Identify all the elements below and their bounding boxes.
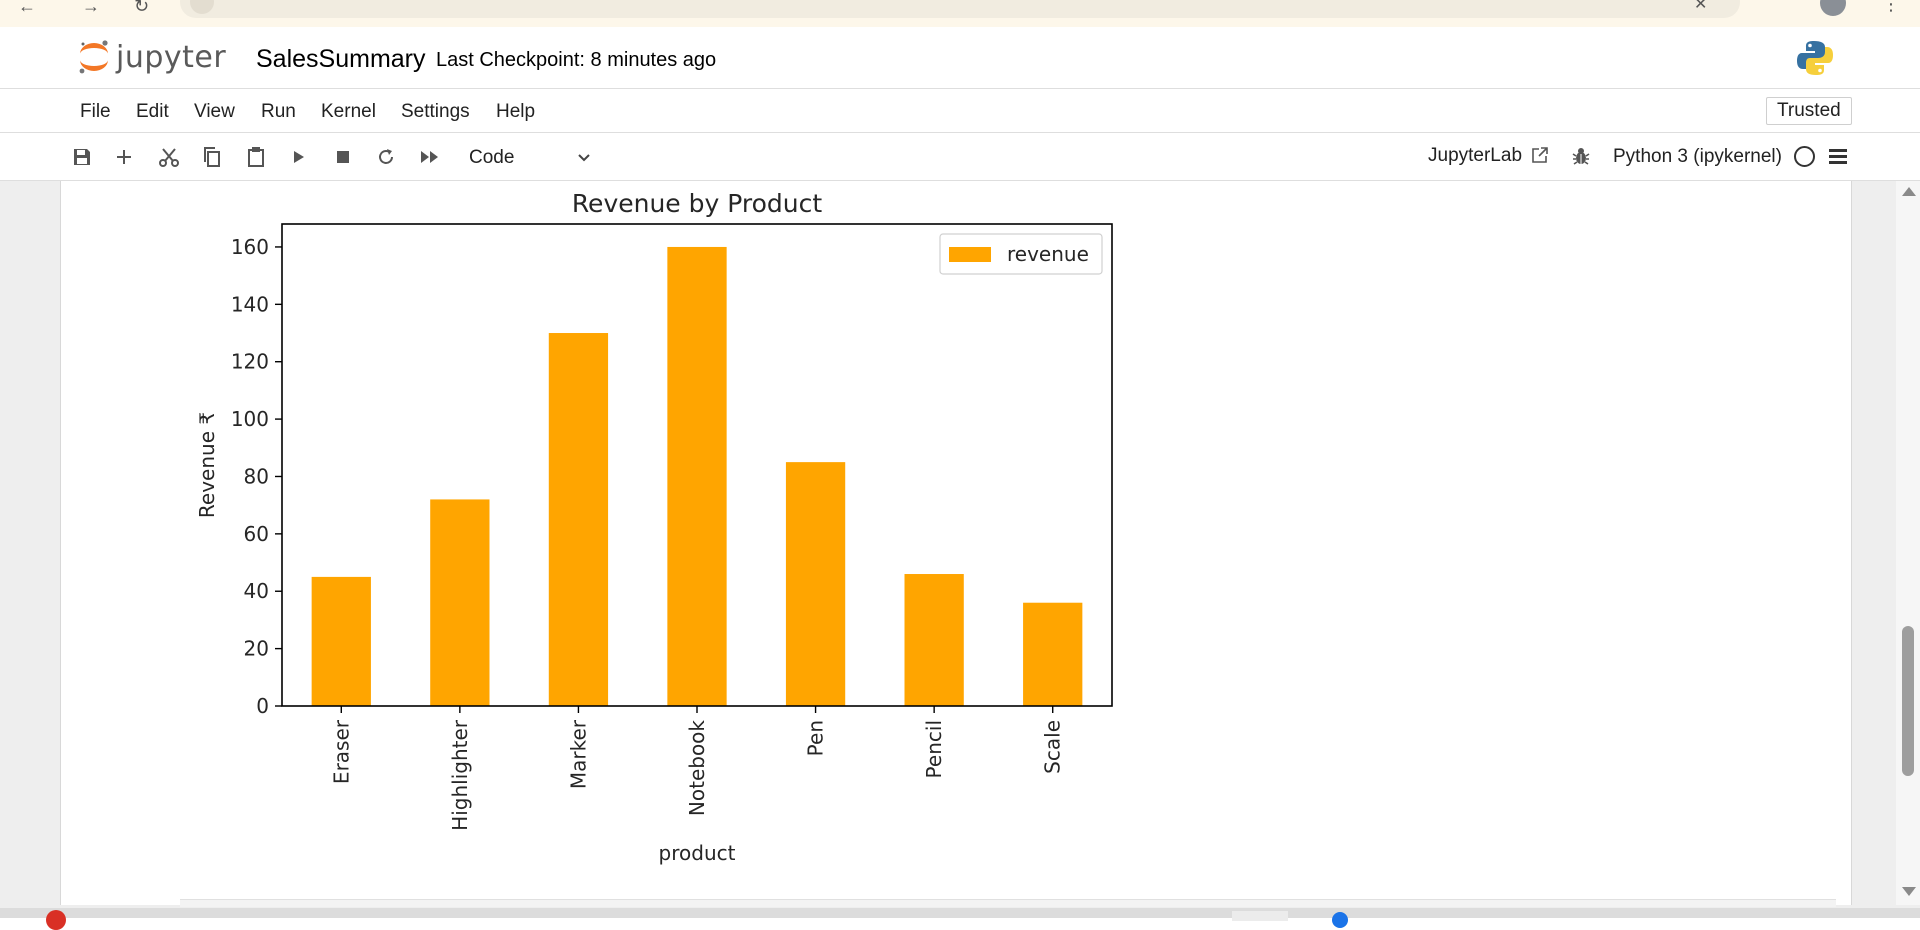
- stop-icon: [337, 151, 349, 163]
- x-tick-label: Notebook: [685, 720, 709, 817]
- python-logo-icon: [1797, 41, 1833, 75]
- notebook-header: jupyter SalesSummary Last Checkpoint: 8 …: [0, 27, 1920, 89]
- taskbar-app-icon[interactable]: [46, 910, 66, 930]
- y-tick-label: 60: [244, 522, 269, 546]
- y-tick-label: 140: [231, 292, 269, 316]
- scroll-down-arrow-icon[interactable]: [1902, 887, 1916, 896]
- revenue-bar-chart: Revenue by Product 0 20 40 60 80 100 120 140 160 E…: [195, 189, 1113, 865]
- run-button[interactable]: [287, 145, 311, 169]
- browser-menu-icon[interactable]: ⋮: [1882, 0, 1900, 14]
- y-tick-label: 80: [244, 464, 269, 488]
- bar-pencil: [904, 574, 964, 706]
- x-tick-label: Marker: [566, 719, 590, 789]
- menu-kernel[interactable]: Kernel: [321, 101, 376, 122]
- notebook-area: [0, 181, 1920, 918]
- x-tick-label: Scale: [1041, 720, 1065, 774]
- save-button[interactable]: [70, 145, 94, 169]
- add-cell-button[interactable]: [112, 145, 136, 169]
- next-cell[interactable]: [180, 899, 1836, 907]
- cut-icon: [159, 148, 179, 167]
- menu-hamburger-icon[interactable]: [1828, 147, 1848, 165]
- save-icon: [74, 149, 90, 165]
- copy-icon: [204, 147, 220, 167]
- jupyter-logo-icon: [79, 40, 108, 74]
- taskbar-app-icon[interactable]: [1332, 912, 1348, 928]
- stop-button[interactable]: [331, 145, 355, 169]
- y-tick-label: 160: [231, 235, 269, 259]
- fast-forward-icon: [421, 151, 438, 163]
- browser-forward-icon[interactable]: →: [82, 0, 100, 16]
- bar-marker: [548, 333, 609, 706]
- bar-eraser: [311, 576, 371, 706]
- restart-button[interactable]: [374, 145, 398, 169]
- jupyter-logo[interactable]: jupyter: [76, 37, 226, 77]
- y-tick-label: 0: [256, 694, 269, 718]
- taskbar: [0, 908, 1920, 930]
- notebook-title[interactable]: SalesSummary: [256, 45, 426, 73]
- browser-back-icon[interactable]: ←: [18, 0, 36, 16]
- x-tick-label: Pen: [804, 720, 828, 756]
- legend-label: revenue: [1007, 242, 1089, 266]
- browser-reload-icon[interactable]: ↻: [134, 0, 150, 16]
- y-axis-label: Revenue ₹: [195, 412, 219, 518]
- x-axis-label: product: [659, 841, 736, 865]
- y-tick-label: 20: [244, 637, 269, 661]
- x-tick-label: Highlighter: [448, 719, 472, 831]
- menu-bar: File Edit View Run Kernel Settings Help …: [0, 89, 1920, 133]
- scrollbar-thumb[interactable]: [1902, 626, 1914, 776]
- kernel-idle-icon: [1794, 146, 1815, 167]
- menu-run[interactable]: Run: [261, 101, 296, 122]
- debugger-bug-icon[interactable]: [1570, 145, 1592, 167]
- bar-notebook: [667, 246, 727, 706]
- open-jupyterlab-link[interactable]: JupyterLab: [1428, 145, 1523, 166]
- y-tick-label: 100: [231, 407, 269, 431]
- restart-icon: [379, 149, 393, 164]
- menu-settings[interactable]: Settings: [401, 101, 470, 122]
- paste-button[interactable]: [244, 145, 268, 169]
- menu-help[interactable]: Help: [496, 101, 536, 122]
- trusted-indicator[interactable]: Trusted: [1766, 97, 1852, 125]
- menu-view[interactable]: View: [194, 101, 235, 122]
- vertical-scrollbar[interactable]: [1896, 181, 1920, 905]
- menu-edit[interactable]: Edit: [136, 101, 169, 122]
- bar-highlighter: [430, 499, 490, 706]
- legend-box: [939, 233, 1103, 275]
- x-tick-label: Eraser: [329, 719, 353, 784]
- run-all-button[interactable]: [418, 145, 442, 169]
- checkpoint-status: Last Checkpoint: 8 minutes ago: [436, 49, 717, 71]
- bar-pen: [785, 462, 846, 706]
- y-tick-label: 120: [231, 350, 269, 374]
- browser-strip: ← → ↻ ✕ ⋮: [0, 0, 1920, 27]
- notebook-toolbar: Code JupyterLab Python 3 (ipykernel): [0, 133, 1920, 181]
- copy-button[interactable]: [200, 145, 224, 169]
- browser-address-bar[interactable]: [180, 0, 1740, 18]
- scroll-up-arrow-icon[interactable]: [1902, 187, 1916, 196]
- notebook-panel: [60, 181, 1852, 905]
- chart-title: Revenue by Product: [572, 189, 823, 218]
- jupyter-logo-text: jupyter: [116, 39, 227, 75]
- cut-button[interactable]: [157, 145, 181, 169]
- run-icon: [294, 151, 304, 163]
- y-tick-label: 40: [244, 579, 269, 603]
- clear-url-icon[interactable]: ✕: [1694, 0, 1708, 13]
- x-tick-label: Pencil: [922, 720, 946, 778]
- menu-file[interactable]: File: [80, 101, 111, 122]
- profile-avatar[interactable]: [1820, 0, 1846, 16]
- add-cell-icon: [117, 150, 131, 164]
- bar-scale: [1023, 602, 1083, 706]
- external-link-icon[interactable]: [1530, 145, 1550, 165]
- legend-swatch: [949, 247, 991, 262]
- cell-type-select[interactable]: Code: [460, 141, 598, 173]
- paste-icon: [248, 147, 264, 167]
- site-info-icon[interactable]: [190, 0, 214, 14]
- cell-type-value: Code: [469, 147, 515, 168]
- kernel-name[interactable]: Python 3 (ipykernel): [1613, 146, 1782, 167]
- taskbar-slot[interactable]: [1232, 911, 1288, 921]
- chevron-down-icon: [578, 154, 590, 162]
